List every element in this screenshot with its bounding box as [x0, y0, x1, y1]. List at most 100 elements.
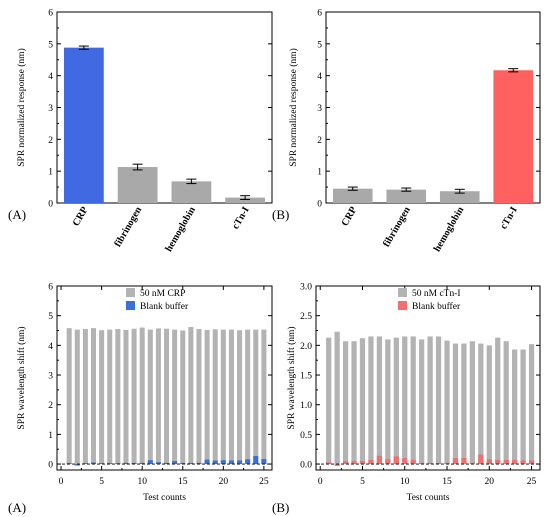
bar-blank	[74, 464, 80, 466]
y-tick-label: 2	[317, 136, 322, 146]
y-tick-label: 0	[317, 200, 322, 210]
bar-blank	[520, 460, 526, 465]
chart-panel-1: 0 1 2 3 4 5 6 SPR normalized response (nm) (B) CR…	[272, 9, 541, 254]
bar-sample	[469, 341, 475, 465]
panel-label: (B)	[272, 500, 289, 515]
bar-blank	[495, 459, 501, 465]
bar-blank	[155, 462, 161, 465]
bar-sample	[512, 349, 518, 465]
y-tick-label: 3.0	[300, 283, 312, 293]
legend-swatch	[126, 301, 135, 310]
bar-blank	[180, 462, 186, 465]
bar-blank	[147, 460, 153, 465]
bar-blank	[115, 463, 121, 465]
x-tick-label: 20	[485, 477, 495, 487]
category-label: hemoglobin	[163, 205, 198, 254]
y-tick-label: 2	[48, 136, 53, 146]
bar-sample	[478, 343, 484, 465]
legend-label: 50 nM cTn-I	[412, 289, 461, 299]
bar-sample	[107, 329, 113, 465]
bar-sample	[495, 337, 501, 465]
bar-sample	[155, 328, 161, 465]
y-tick-label: 5	[317, 40, 322, 50]
legend-swatch	[398, 301, 407, 310]
y-tick-label: 2	[48, 401, 53, 411]
x-tick-label: 25	[259, 477, 269, 487]
y-axis-label: SPR normalized response (nm)	[16, 48, 27, 166]
bar-blank	[461, 458, 467, 465]
bar-sample	[164, 328, 170, 465]
bar-sample	[326, 337, 332, 465]
y-tick-label: 4	[48, 342, 53, 352]
bar-sample	[212, 329, 218, 465]
bar-blank	[486, 459, 492, 465]
bar-blank	[123, 462, 129, 465]
bar-blank	[419, 462, 425, 465]
bar-blank	[196, 462, 202, 465]
y-tick-label: 3	[48, 372, 53, 382]
bar-sample	[115, 329, 121, 465]
y-tick-label: 0	[48, 200, 53, 210]
bar-crp	[63, 47, 104, 203]
bar-blank	[368, 459, 374, 465]
bar-sample	[204, 329, 210, 465]
bar-sample	[528, 344, 535, 465]
bar-blank	[402, 458, 408, 465]
bar-sample	[452, 343, 459, 465]
legend-label: Blank buffer	[412, 301, 461, 312]
bar-blank	[334, 464, 340, 466]
y-tick-label: 1	[48, 431, 53, 441]
x-tick-label: 5	[360, 477, 365, 487]
category-label: cTn-I	[498, 205, 520, 231]
x-tick-label: 10	[137, 477, 147, 487]
x-tick-label: 20	[219, 477, 229, 487]
bar-blank	[393, 456, 399, 465]
category-label: CRP	[340, 205, 360, 228]
x-tick-label: 15	[442, 477, 452, 487]
panel-label: (B)	[272, 207, 289, 222]
bar-blank	[139, 462, 145, 465]
bar-blank	[326, 462, 332, 465]
y-tick-label: 0.0	[300, 461, 312, 471]
bar-sample	[253, 329, 259, 465]
bar-ctn-i	[225, 197, 266, 203]
bar-sample	[461, 343, 467, 465]
bar-sample	[245, 329, 251, 465]
bar-sample	[147, 329, 153, 465]
category-label: fibrinogen	[381, 205, 413, 249]
x-tick-label: 0	[318, 477, 323, 487]
bar-sample	[486, 345, 492, 465]
bar-blank	[172, 461, 178, 465]
bar-blank	[82, 463, 88, 465]
y-tick-label: 1	[48, 168, 53, 178]
bar-blank	[427, 462, 433, 465]
y-axis-label: SPR normalized response (nm)	[288, 48, 299, 166]
bar-blank	[228, 460, 234, 465]
bar-sample	[188, 326, 194, 465]
bar-sample	[228, 329, 234, 465]
bar-sample	[427, 336, 433, 465]
bar-sample	[393, 337, 399, 465]
x-tick-label: 15	[178, 477, 188, 487]
y-tick-label: 3	[48, 104, 53, 114]
bar-blank	[99, 463, 105, 465]
plot-frame	[315, 285, 541, 471]
y-axis-label: SPR wavelength shift (nm)	[16, 326, 27, 429]
y-tick-label: 4	[317, 72, 322, 82]
bar-sample	[90, 328, 97, 465]
bar-blank	[90, 462, 97, 465]
y-tick-label: 3	[317, 104, 322, 114]
y-tick-label: 1.0	[300, 401, 312, 411]
x-axis-label: Test counts	[407, 493, 450, 503]
plot-frame	[56, 285, 273, 471]
y-tick-label: 2.0	[300, 342, 312, 352]
bar-blank	[237, 460, 243, 465]
bar-sample	[334, 331, 340, 465]
bar-blank	[342, 461, 349, 465]
bar-sample	[196, 329, 202, 465]
bar-sample	[220, 329, 226, 465]
bar-sample	[172, 329, 178, 465]
bar-sample	[342, 341, 349, 465]
bar-blank	[253, 456, 259, 465]
bar-blank	[212, 460, 218, 465]
